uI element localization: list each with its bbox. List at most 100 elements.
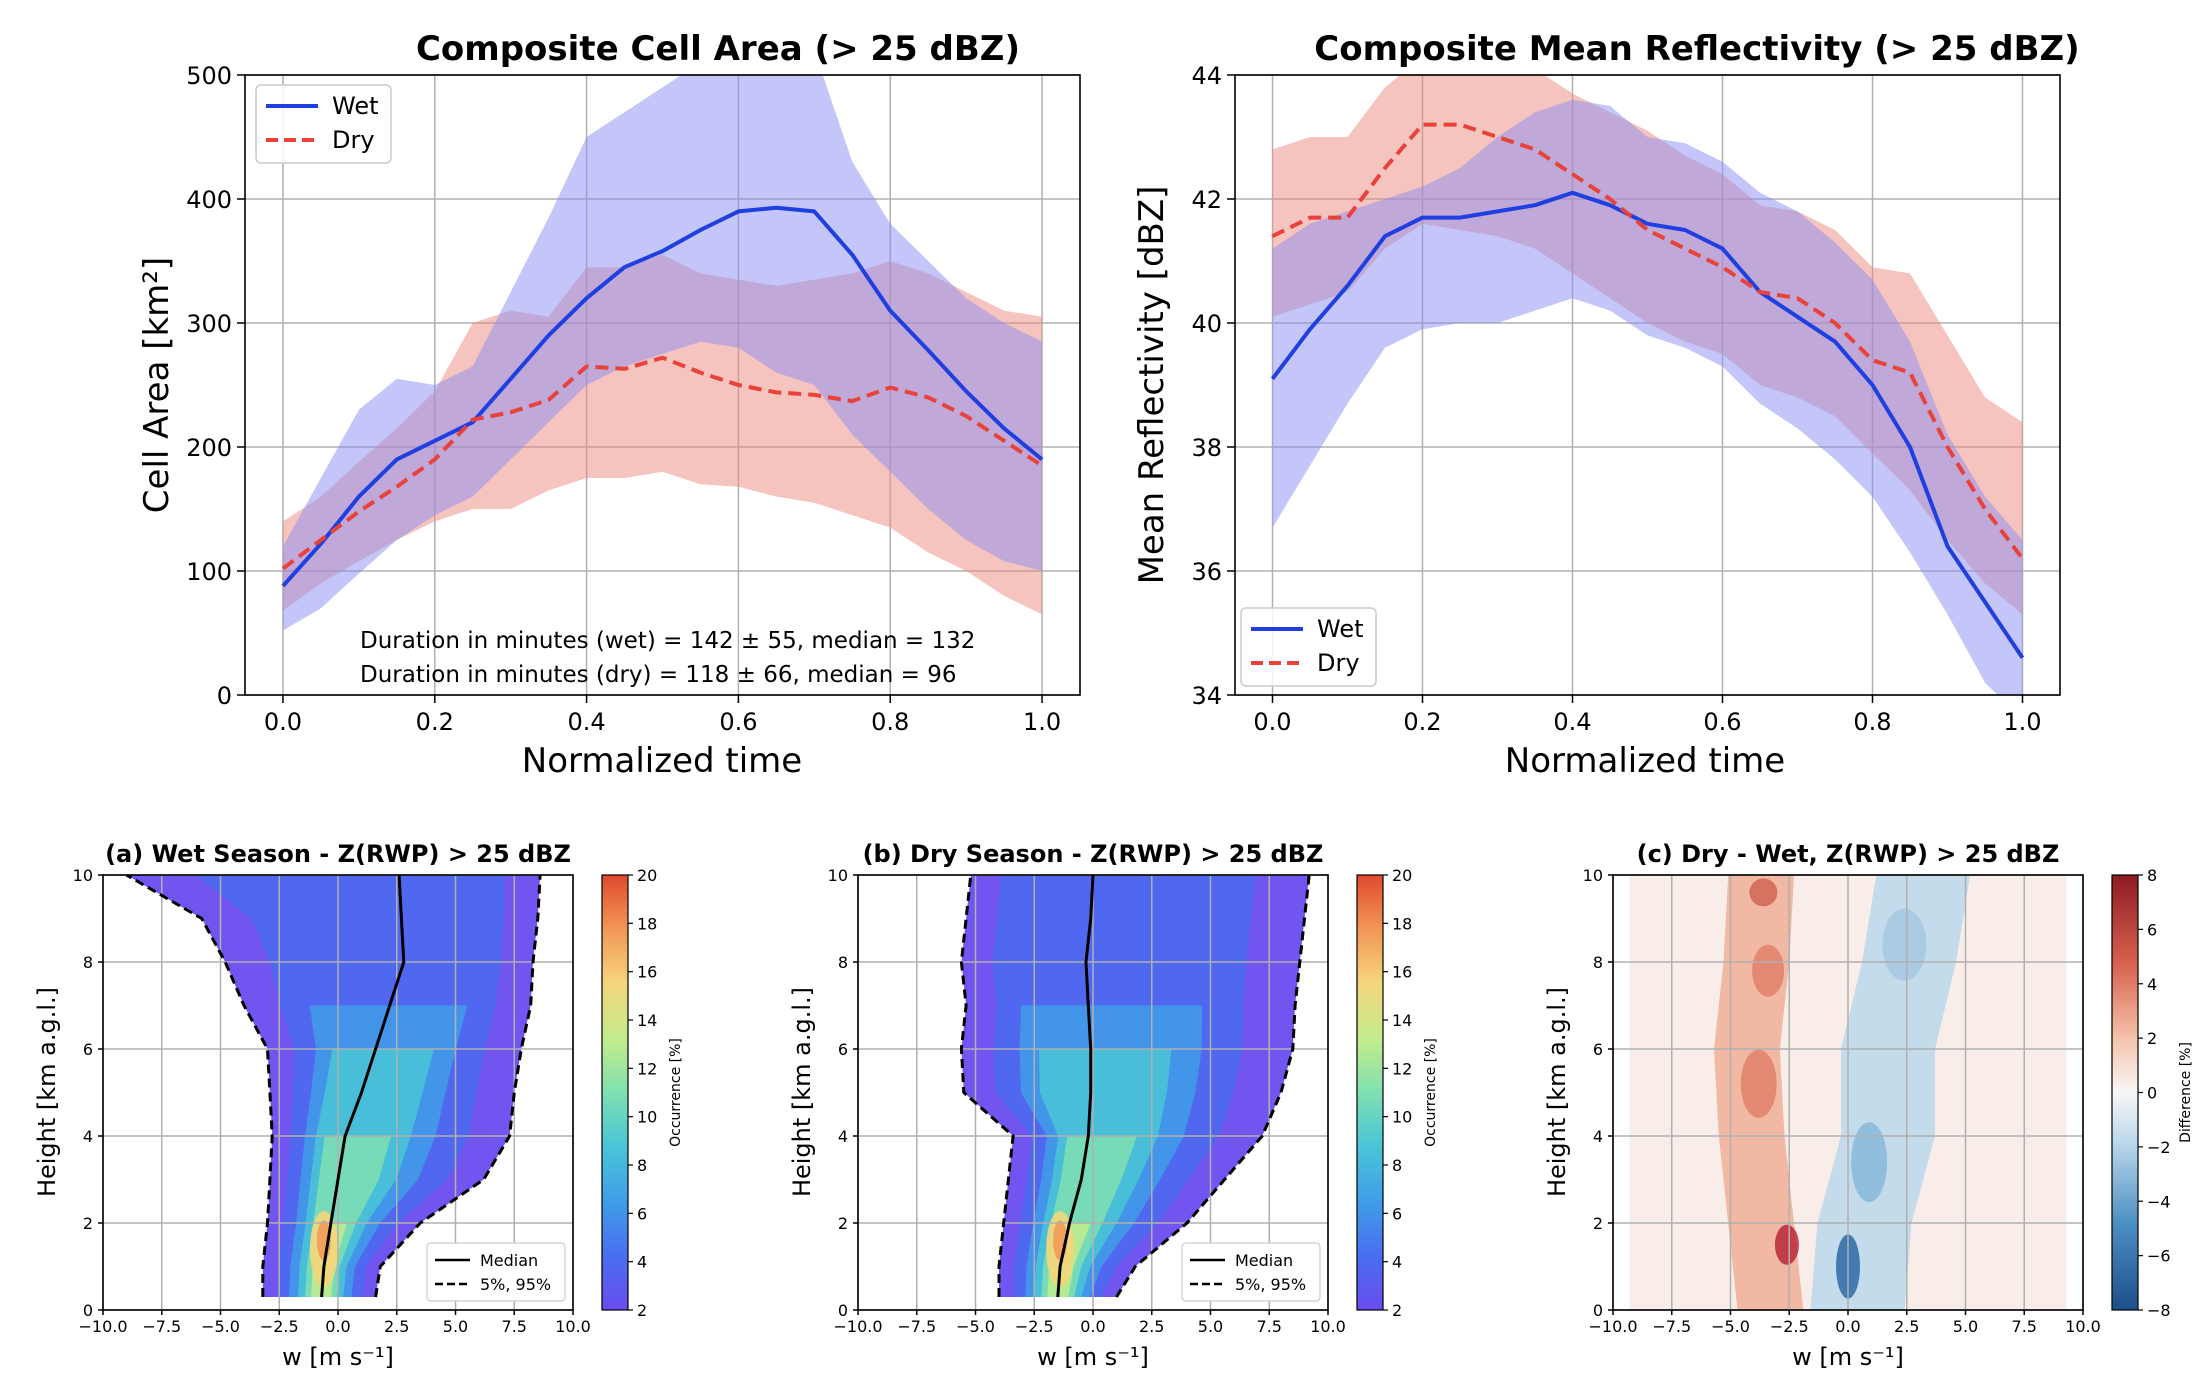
legend-median-label: Median xyxy=(1235,1251,1293,1270)
colorbar-tick-label: 8 xyxy=(2147,866,2157,885)
colorbar-tick-label: 14 xyxy=(637,1011,657,1030)
colorbar-tick-label: 0 xyxy=(2147,1084,2157,1103)
x-tick-label: 2.5 xyxy=(384,1317,409,1336)
y-tick-label: 0 xyxy=(1593,1301,1603,1320)
colorbar-tick-label: 2 xyxy=(637,1301,647,1320)
percentile-lines xyxy=(125,875,542,1298)
y-tick-label: 2 xyxy=(838,1214,848,1233)
y-tick-labels: 0 2 4 6 8 10 xyxy=(828,866,858,1320)
colorbar-tick-label: 18 xyxy=(1392,914,1412,933)
y-tick-label: 2 xyxy=(1593,1214,1603,1233)
plot-frame xyxy=(244,74,1081,696)
occurrence-field xyxy=(126,875,541,1297)
colorbar-tick-label: 4 xyxy=(1392,1253,1402,1272)
x-tick-label: 0.4 xyxy=(1553,708,1591,736)
x-tick-label: 2.5 xyxy=(1139,1317,1164,1336)
x-axis-label: w [m s⁻¹] xyxy=(1792,1343,1904,1371)
colorbar-tick-label: 10 xyxy=(637,1108,657,1127)
y-tick-label: 0 xyxy=(217,682,232,710)
y-tick-label: 8 xyxy=(838,953,848,972)
colorbar-tick-label: 12 xyxy=(1392,1059,1412,1078)
colorbar-tick-label: 8 xyxy=(1392,1156,1402,1175)
y-tick-label: 4 xyxy=(838,1127,848,1146)
dry-excess-patch xyxy=(1740,1049,1777,1118)
colorbar-tick-label: 14 xyxy=(1392,1011,1412,1030)
y-tick-label: 0 xyxy=(83,1301,93,1320)
colorbar-scale xyxy=(2111,874,2139,1311)
legend-box xyxy=(426,1242,566,1302)
y-tick-label: 44 xyxy=(1191,62,1222,90)
x-tick-label: 0.4 xyxy=(568,708,606,736)
x-tick-label: −10.0 xyxy=(78,1317,127,1336)
y-tick-label: 300 xyxy=(186,310,232,338)
p5-line xyxy=(125,875,274,1297)
y-axis-label: Mean Reflectivity [dBZ] xyxy=(1132,186,1172,585)
x-tick-label: −7.5 xyxy=(142,1317,181,1336)
colorbar: 2 4 6 8 10 12 14 16 18 20 Occurrence [%] xyxy=(1356,866,1439,1320)
x-tick-label: 0.0 xyxy=(1835,1317,1860,1336)
x-tick-label: 0.8 xyxy=(871,708,909,736)
legend-dry-label: Dry xyxy=(332,126,375,154)
y-tick-label: 2 xyxy=(83,1214,93,1233)
y-axis-label: Height [km a.g.l.] xyxy=(33,987,61,1197)
x-tick-label: 7.5 xyxy=(502,1317,527,1336)
series-lines xyxy=(1270,122,2025,659)
x-tick-label: 10.0 xyxy=(1310,1317,1346,1336)
y-tick-label: 38 xyxy=(1191,434,1222,462)
y-tick-label: 10 xyxy=(828,866,848,885)
colorbar-tick-label: 16 xyxy=(637,963,657,982)
legend-wet-label: Wet xyxy=(1317,615,1364,643)
series-line-dry xyxy=(1271,122,2025,560)
colorbar-tick-label: 20 xyxy=(637,866,657,885)
y-tick-label: 4 xyxy=(83,1127,93,1146)
y-tick-label: 34 xyxy=(1191,682,1222,710)
uncertainty-bands xyxy=(283,75,1042,631)
x-tick-labels: −10.0 −7.5 −5.0 −2.5 0.0 2.5 5.0 7.5 10.0 xyxy=(833,1310,1346,1336)
x-tick-label: −5.0 xyxy=(956,1317,995,1336)
x-tick-labels: −10.0 −7.5 −5.0 −2.5 0.0 2.5 5.0 7.5 10.0 xyxy=(1588,1310,2101,1336)
colorbar-tick-label: 6 xyxy=(1392,1204,1402,1223)
x-tick-label: 0.0 xyxy=(1080,1317,1105,1336)
y-tick-label: 100 xyxy=(186,558,232,586)
colorbar-tick-label: 20 xyxy=(1392,866,1412,885)
dry-excess-patch xyxy=(1749,878,1778,907)
y-tick-label: 40 xyxy=(1191,310,1222,338)
series-lines xyxy=(281,205,1044,588)
x-tick-label: 10.0 xyxy=(555,1317,591,1336)
legend-dry-label: Dry xyxy=(1317,649,1360,677)
cell-area-chart: Composite Cell Area (> 25 dBZ) 0.0 0.2 0.4… xyxy=(137,29,1081,781)
x-tick-label: 0.2 xyxy=(1403,708,1441,736)
y-tick-labels: 0 2 4 6 8 10 xyxy=(73,866,103,1320)
y-tick-labels: 0 2 4 6 8 10 xyxy=(1583,866,1613,1320)
colorbar-tick-label: 4 xyxy=(637,1253,647,1272)
x-tick-label: −2.5 xyxy=(1015,1317,1054,1336)
y-tick-label: 4 xyxy=(1593,1127,1603,1146)
y-axis-label: Height [km a.g.l.] xyxy=(788,987,816,1197)
band-wet xyxy=(283,75,1042,631)
x-axis-label: w [m s⁻¹] xyxy=(282,1343,394,1371)
y-tick-labels: 34 36 38 40 42 44 xyxy=(1191,62,1235,710)
legend-median-label: Median xyxy=(480,1251,538,1270)
x-axis-label: Normalized time xyxy=(1505,741,1785,781)
p95-line xyxy=(1115,875,1311,1298)
dry-season-heatmap: (b) Dry Season - Z(RWP) > 25 dBZ −10.0 −7… xyxy=(788,840,1439,1371)
x-tick-label: −5.0 xyxy=(201,1317,240,1336)
x-tick-label: −2.5 xyxy=(260,1317,299,1336)
colorbar-tick-label: 10 xyxy=(1392,1108,1412,1127)
x-tick-label: 5.0 xyxy=(443,1317,468,1336)
colorbar-tick-label: −8 xyxy=(2147,1301,2171,1320)
dry-excess-peak xyxy=(1774,1224,1799,1265)
colorbar: −8 −6 −4 −2 0 2 4 6 8 Difference [%] xyxy=(2111,866,2194,1320)
uncertainty-bands xyxy=(1272,75,2023,695)
x-tick-label: 1.0 xyxy=(2003,708,2041,736)
x-axis-label: Normalized time xyxy=(522,741,802,781)
x-axis-label: w [m s⁻¹] xyxy=(1037,1343,1149,1371)
chart-title: Composite Mean Reflectivity (> 25 dBZ) xyxy=(1314,29,2079,69)
chart-title: (a) Wet Season - Z(RWP) > 25 dBZ xyxy=(105,840,571,868)
x-tick-labels: 0.0 0.2 0.4 0.6 0.8 1.0 xyxy=(1253,695,2042,736)
y-tick-label: 36 xyxy=(1191,558,1222,586)
y-tick-label: 8 xyxy=(83,953,93,972)
colorbar-tick-label: 16 xyxy=(1392,963,1412,982)
x-tick-label: 0.6 xyxy=(719,708,757,736)
x-tick-label: −7.5 xyxy=(897,1317,936,1336)
